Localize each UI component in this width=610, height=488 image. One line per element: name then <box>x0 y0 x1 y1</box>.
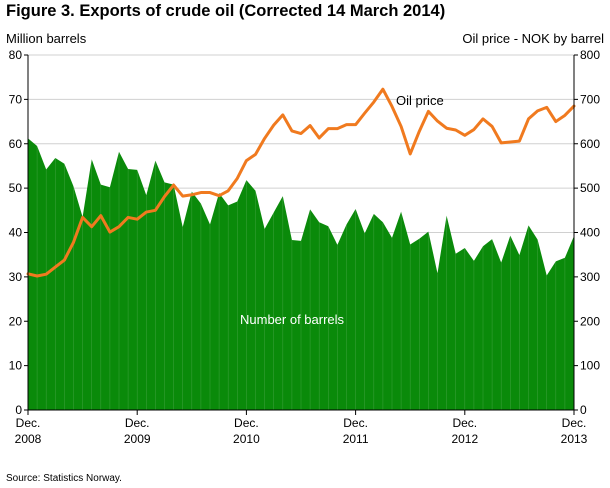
left-tick-label: 40 <box>9 226 23 240</box>
left-tick-label: 50 <box>9 181 23 195</box>
x-tick-label-month: Dec. <box>125 416 150 430</box>
left-tick-label: 60 <box>9 137 23 151</box>
right-tick-label: 600 <box>580 137 600 151</box>
x-tick-label-year: 2013 <box>561 432 588 446</box>
left-tick-label: 30 <box>9 270 23 284</box>
barrels-annotation: Number of barrels <box>240 312 345 327</box>
barrels-area-series <box>28 138 574 410</box>
left-tick-label: 80 <box>9 48 23 62</box>
x-tick-label-month: Dec. <box>343 416 368 430</box>
crude-oil-exports-chart: 0 10 20 30 40 50 60 70 80 0 100 200 300 400 500 600 700… <box>9 48 601 446</box>
source-note: Source: Statistics Norway. <box>6 473 122 484</box>
x-tick-label-month: Dec. <box>16 416 41 430</box>
x-tick-label-year: 2010 <box>233 432 260 446</box>
x-tick-label-month: Dec. <box>562 416 587 430</box>
x-tick-label-year: 2011 <box>343 432 369 446</box>
right-tick-label: 700 <box>580 92 600 106</box>
left-axis-ticks: 0 10 20 30 40 50 60 70 80 <box>9 48 28 417</box>
right-tick-label: 200 <box>580 314 600 328</box>
left-axis-unit-label: Million barrels <box>6 31 87 46</box>
left-tick-label: 20 <box>9 314 23 328</box>
left-tick-label: 10 <box>9 359 23 373</box>
right-tick-label: 0 <box>580 403 587 417</box>
right-tick-label: 400 <box>580 226 600 240</box>
x-tick-label-year: 2009 <box>124 432 151 446</box>
left-tick-label: 0 <box>15 403 22 417</box>
oil-price-line <box>26 87 576 278</box>
x-tick-label-month: Dec. <box>234 416 259 430</box>
barrels-area <box>28 138 574 410</box>
left-tick-label: 70 <box>9 92 23 106</box>
right-tick-label: 800 <box>580 48 600 62</box>
x-tick-label-year: 2008 <box>15 432 42 446</box>
x-tick-label-month: Dec. <box>452 416 477 430</box>
chart-title: Figure 3. Exports of crude oil (Correcte… <box>6 2 446 20</box>
x-axis-ticks: Dec. 2008 Dec. 2009 Dec. 2010 Dec. 2011 Dec. 2012… <box>15 410 588 446</box>
right-axis-unit-label: Oil price - NOK by barrel <box>462 31 604 46</box>
right-axis-ticks: 0 100 200 300 400 500 600 700 800 <box>574 48 600 417</box>
oil-price-annotation: Oil price <box>396 93 444 108</box>
right-tick-label: 500 <box>580 181 600 195</box>
right-tick-label: 300 <box>580 270 600 284</box>
right-tick-label: 100 <box>580 359 600 373</box>
x-tick-label-year: 2012 <box>451 432 478 446</box>
oil-price-line-series <box>26 87 576 278</box>
